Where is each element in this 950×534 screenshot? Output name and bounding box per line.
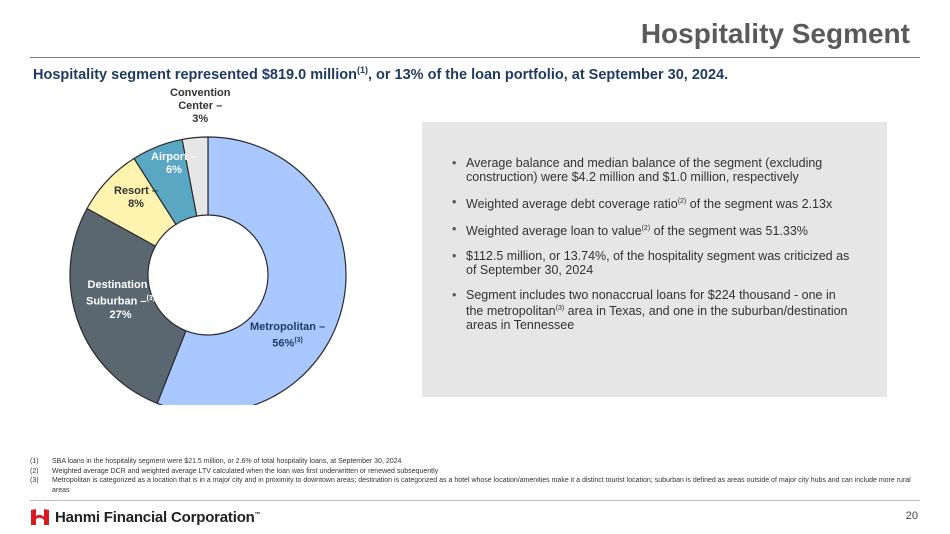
title-divider <box>30 57 920 58</box>
bullet-list: Average balance and median balance of th… <box>452 156 855 332</box>
footnote-3: (3) Metropolitan is categorized as a loca… <box>30 477 911 494</box>
label-destination-suburban: Destination / Suburban –(3) 27% <box>86 279 156 321</box>
footnote-1: (1) SBA loans in the hospitality segment … <box>30 458 402 465</box>
page-subtitle: Hospitality segment represented $819.0 m… <box>33 65 729 83</box>
footnotes: (1) SBA loans in the hospitality segment … <box>30 457 925 495</box>
label-convention-center: Convention Center – 3% <box>170 87 231 125</box>
label-metropolitan: Metropolitan – 56%(3) <box>250 321 326 350</box>
hanmi-logo-icon <box>31 509 49 525</box>
slice-convention-center <box>181 136 209 217</box>
footer-divider <box>30 500 920 501</box>
slice-destination-suburban <box>69 207 187 405</box>
page-number: 20 <box>905 510 918 522</box>
bullet-nonaccrual: Segment includes two nonaccrual loans fo… <box>452 288 855 332</box>
company-logo: Hanmi Financial Corporation™ <box>30 508 261 526</box>
slice-metropolitan <box>156 136 347 405</box>
bullet-average-balance: Average balance and median balance of th… <box>452 156 855 184</box>
page-title: Hospitality Segment <box>640 18 910 49</box>
label-airport: Airport – 6% <box>151 151 197 176</box>
hospitality-donut-chart: Convention Center – 3% Airport – 6% Reso… <box>60 85 400 405</box>
footnote-2: (2) Weighted average DCR and weighted ave… <box>30 467 439 475</box>
bullet-loan-to-value: Weighted average loan to value(2) of the… <box>452 222 855 238</box>
key-metrics-panel: Average balance and median balance of th… <box>422 122 887 397</box>
bullet-criticized: $112.5 million, or 13.74%, of the hospit… <box>452 249 855 277</box>
donut-svg <box>69 136 347 405</box>
company-name: Hanmi Financial Corporation™ <box>55 508 261 526</box>
label-resort: Resort – 8% <box>114 185 159 210</box>
bullet-debt-coverage: Weighted average debt coverage ratio(2) … <box>452 195 855 211</box>
